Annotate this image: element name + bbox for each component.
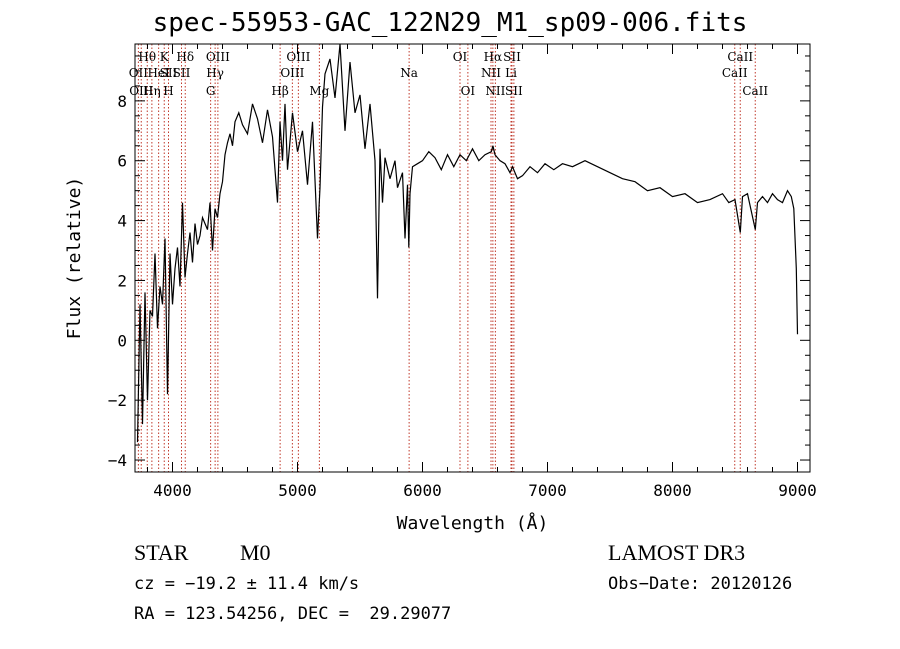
spectral-line-label: Hη [143, 84, 161, 98]
x-axis-label: Wavelength (Å) [397, 512, 549, 534]
spectral-line-label: OIII [280, 66, 304, 80]
spectral-line-label: HeI [147, 66, 170, 80]
y-tick-label: 6 [117, 152, 127, 171]
x-tick-label: 7000 [528, 481, 567, 500]
spectral-line-label: Hθ [138, 50, 156, 64]
y-tick-label: 4 [117, 212, 127, 231]
observation-date: Obs−Date: 20120126 [608, 574, 793, 594]
spectral-line-label: Hα [484, 50, 503, 64]
spectral-line-label: OIII [206, 50, 230, 64]
spectral-line-label: CaII [742, 84, 768, 98]
spectral-line-label: Hβ [271, 84, 288, 98]
spectral-line-label: SII [505, 84, 523, 98]
spectral-line-label: CaII [727, 50, 753, 64]
chart-title: spec-55953-GAC_122N29_M1_sp09-006.fits [152, 8, 748, 38]
spectral-line-label: CaII [722, 66, 748, 80]
x-tick-label: 9000 [778, 481, 817, 500]
x-tick-label: 5000 [278, 481, 317, 500]
spectral-line-label: SII [160, 66, 178, 80]
y-tick-label: −2 [108, 391, 127, 410]
y-axis-label: Flux (relative) [64, 177, 85, 340]
y-tick-label: −4 [108, 451, 127, 470]
ra-dec-coordinates: RA = 123.54256, DEC = 29.29077 [134, 604, 452, 624]
plot-frame [134, 43, 811, 473]
spectral-line-label: NII [481, 66, 501, 80]
object-class: STAR [134, 540, 189, 565]
spectral-line-label: SII [503, 50, 521, 64]
x-tick-label: 6000 [403, 481, 442, 500]
x-tick-label: 4000 [153, 481, 192, 500]
y-tick-label: 8 [117, 92, 127, 111]
spectral-line-label: Li [505, 66, 517, 80]
spectral-line-label: OI [453, 50, 468, 64]
spectral-line-label: OII [129, 66, 149, 80]
y-tick-label: 2 [117, 271, 127, 290]
spectral-line-label: H [163, 84, 173, 98]
survey-name: LAMOST DR3 [608, 540, 746, 565]
object-subclass: M0 [240, 540, 271, 565]
spectral-line-label: Hδ [176, 50, 194, 64]
spectrum-line [136, 43, 799, 443]
spectral-line-label: NII [485, 84, 505, 98]
spectral-line-label: G [206, 84, 216, 98]
x-tick-label: 8000 [653, 481, 692, 500]
y-tick-label: 0 [117, 331, 127, 350]
spectral-line-label: SII [173, 66, 191, 80]
spectral-line-label: OI [461, 84, 476, 98]
redshift-cz: cz = −19.2 ± 11.4 km/s [134, 574, 360, 594]
spectral-line-label: K [160, 50, 170, 64]
spectral-line-label: OIII [286, 50, 310, 64]
spectral-line-label: Mg [309, 84, 329, 98]
spectral-line-label: Na [400, 66, 418, 80]
spectral-line-label: Hγ [206, 66, 224, 80]
